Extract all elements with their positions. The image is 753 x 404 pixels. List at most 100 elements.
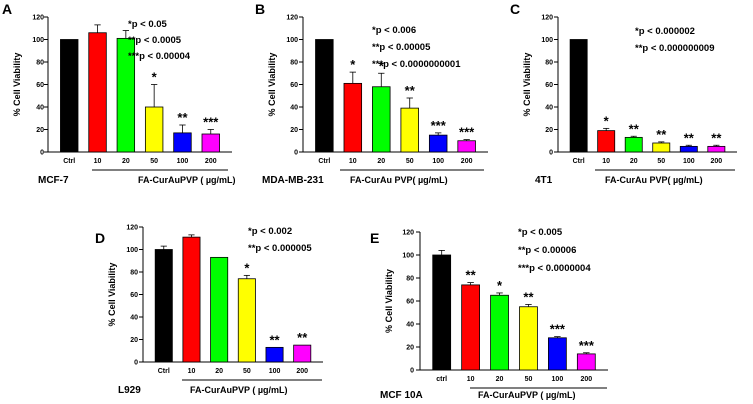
bar-200 [457, 140, 476, 153]
bar-50 [144, 106, 164, 153]
bar-50 [519, 306, 538, 371]
x-tick-label: 50 [406, 158, 414, 165]
bar-10 [597, 130, 616, 153]
cell-line-label: MCF 10A [380, 390, 423, 401]
x-tick-label: 10 [602, 158, 610, 165]
significance-marker: ** [466, 268, 477, 283]
y-tick-label: 120 [402, 230, 414, 237]
bar-ctrl [432, 254, 452, 371]
y-tick-label: 100 [402, 253, 414, 260]
y-tick-label: 80 [130, 270, 138, 277]
x-tick-label: 10 [188, 368, 196, 375]
y-tick-label: 100 [286, 37, 298, 44]
treatment-label: FA-CurAu PVP( µg/mL) [605, 175, 703, 185]
significance-marker: ** [297, 330, 308, 345]
p-value-legend: *p < 0.05 [128, 19, 168, 30]
bar-200 [707, 145, 726, 153]
panel-c: C 0 20 40 60 80 100 120 % Cell Viability Ctrl * 10 *… [510, 1, 737, 186]
y-tick-label: 100 [541, 37, 553, 44]
x-tick-label: Ctrl [318, 158, 330, 165]
p-value-legend: ***p < 0.0000000001 [372, 59, 461, 70]
bar-50 [652, 142, 671, 153]
significance-marker: ** [711, 130, 722, 145]
y-tick-label: 20 [545, 127, 553, 134]
significance-marker: * [244, 260, 250, 275]
y-tick-label: 20 [406, 345, 414, 352]
cell-line-label: 4T1 [535, 175, 553, 186]
panel-letter: E [370, 230, 379, 246]
y-tick-label: 40 [130, 315, 138, 322]
y-tick-label: 0 [410, 368, 414, 375]
cell-line-label: L929 [118, 385, 141, 396]
bar-Ctrl [569, 39, 588, 153]
significance-marker: *** [579, 338, 595, 353]
bar-Ctrl [60, 39, 79, 153]
bar-Ctrl [154, 249, 173, 363]
significance-marker: ** [405, 83, 416, 98]
x-tick-label: 50 [525, 376, 533, 383]
p-value-legend: *p < 0.000002 [635, 26, 695, 37]
significance-marker: ** [684, 130, 695, 145]
p-value-legend: *p < 0.002 [248, 226, 292, 237]
y-axis-label: % Cell Viability [267, 53, 277, 117]
cell-line-label: MDA-MB-231 [262, 175, 324, 186]
significance-marker: * [604, 113, 610, 128]
bar-100 [173, 132, 192, 153]
y-tick-label: 120 [32, 15, 44, 22]
y-tick-label: 80 [545, 60, 553, 67]
y-tick-label: 100 [32, 37, 44, 44]
y-tick-label: 20 [130, 337, 138, 344]
treatment-label: FA-CurAuPVP ( µg/mL) [190, 385, 288, 395]
y-tick-label: 40 [406, 322, 414, 329]
significance-marker: * [497, 278, 503, 293]
bar-100 [265, 346, 284, 363]
significance-marker: * [379, 58, 385, 73]
y-tick-label: 40 [545, 105, 553, 112]
p-value-legend: **p < 0.000000009 [635, 43, 715, 54]
x-tick-label: 200 [580, 376, 592, 383]
bar-100 [679, 145, 698, 153]
p-value-legend: **p < 0.000005 [248, 243, 312, 254]
x-tick-label: 100 [552, 376, 564, 383]
significance-marker: ** [269, 332, 280, 347]
bar-200 [201, 133, 220, 153]
x-tick-label: 200 [205, 158, 217, 165]
y-axis-label: % Cell Viability [384, 269, 394, 333]
x-tick-label: 50 [657, 158, 665, 165]
bar-10 [343, 82, 363, 153]
y-axis-label: % Cell Viability [12, 53, 22, 117]
y-tick-label: 100 [126, 247, 138, 254]
bar-10 [182, 236, 201, 363]
y-tick-label: 60 [290, 82, 298, 89]
bar-20 [210, 256, 229, 363]
x-tick-label: 200 [711, 158, 723, 165]
y-tick-label: 40 [36, 105, 44, 112]
y-tick-label: 60 [406, 299, 414, 306]
y-axis-label: % Cell Viability [522, 53, 532, 117]
panel-letter: C [510, 1, 520, 17]
bar-50 [400, 107, 419, 153]
bar-10 [461, 284, 480, 371]
x-tick-label: 50 [150, 158, 158, 165]
x-tick-label: 100 [683, 158, 695, 165]
x-tick-label: 10 [94, 158, 102, 165]
y-tick-label: 80 [290, 60, 298, 67]
x-tick-label: Ctrl [63, 158, 75, 165]
bar-50 [237, 278, 256, 363]
y-tick-label: 60 [36, 82, 44, 89]
bar-10 [88, 32, 107, 153]
panel-e: E 0 20 40 60 80 100 120 % Cell Viability ctrl ** 10… [370, 227, 608, 401]
panel-a: A 0 20 40 60 80 100 120 % Cell Viability Ctrl 10 20… [2, 1, 236, 186]
panel-b: B 0 20 40 60 80 100 120 % Cell Viability Ctrl * 10 *… [255, 1, 488, 186]
p-value-legend: **p < 0.00005 [372, 42, 431, 53]
x-tick-label: 50 [243, 368, 251, 375]
bar-100 [548, 337, 567, 371]
x-tick-label: 10 [349, 158, 357, 165]
y-tick-label: 20 [36, 127, 44, 134]
treatment-label: FA-CurAu PVP( µg/mL) [350, 175, 448, 185]
significance-marker: * [350, 57, 356, 72]
x-tick-label: 10 [467, 376, 475, 383]
p-value-legend: **p < 0.00006 [518, 245, 576, 256]
panel-letter: D [95, 230, 105, 246]
